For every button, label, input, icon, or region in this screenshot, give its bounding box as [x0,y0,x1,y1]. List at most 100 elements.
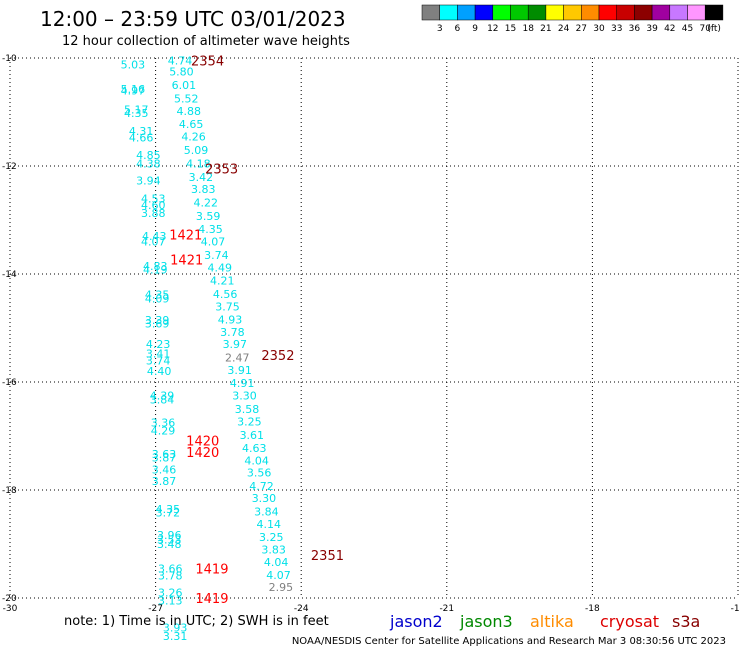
swh-value-label: 3.93 [163,622,188,635]
swh-value-label: 3.36 [151,417,176,430]
swh-value-label: 3.87 [152,475,177,488]
swh-value-label: 3.87 [152,452,177,465]
swh-value-label: 3.84 [254,506,279,519]
legend-swatch [704,4,724,21]
swh-value-label: 3.31 [163,630,188,643]
legend-swatch [492,4,511,21]
swh-value-label: 3.13 [158,595,183,608]
swh-value-label: 4.40 [147,365,172,378]
y-tick-label: -10 [2,54,17,64]
swh-value-label: 3.25 [259,531,284,544]
swh-value-label: 3.42 [189,171,214,184]
pass-number-label: 1421 [170,253,203,268]
swh-value-label: 4.85 [136,149,161,162]
swh-value-label: 3.94 [136,175,161,188]
color-scale-legend: 3 6 9 12 15 18 21 24 27 30 33 36 39 42 45 70(ft) [421,4,724,34]
swh-value-label: 4.18 [186,157,211,170]
swh-value-label: 4.53 [141,192,166,205]
swh-value-label: 4.26 [181,130,206,143]
legend-bin-label: 24 [558,24,570,34]
satellite-jason2: jason2 [389,612,443,631]
swh-value-label: 3.66 [158,562,183,575]
swh-value-label: 4.93 [218,313,243,326]
swh-value-label: 4.63 [242,442,266,455]
legend-bin-label: 70 [699,24,711,34]
swh-value-label: 5.17 [124,103,149,116]
swh-value-label: 4.97 [121,84,146,97]
swh-value-label: 3.63 [152,448,177,461]
satellite-altika: altika [530,612,574,631]
pass-number-label: 2352 [261,349,294,364]
satellite-cryosat: cryosat [600,612,659,631]
swh-value-label: 5.09 [184,144,209,157]
swh-value-label: 3.26 [158,587,183,600]
legend-bin-label: 15 [505,24,516,34]
swh-value-label: 3.39 [145,314,170,327]
legend-swatch [598,4,617,21]
satellite-jason3: jason3 [459,612,513,631]
pass-number-label: 2353 [205,163,238,178]
legend-bin-label: 33 [611,24,622,34]
x-tick-label: -15 [731,604,740,614]
swh-value-label: 4.88 [176,105,201,118]
swh-value-label: 4.19 [143,264,168,277]
swh-value-label: 3.96 [157,529,182,542]
swh-value-label: 4.56 [213,288,238,301]
swh-value-label: 3.78 [158,569,183,582]
swh-value-label: 3.72 [156,507,181,520]
swh-value-label: 4.21 [210,274,235,287]
legend-swatch [634,4,653,21]
legend-swatch [563,4,582,21]
legend-swatch [474,4,494,21]
swh-value-label: 4.35 [124,107,149,120]
y-tick-label: -16 [2,378,17,388]
legend-swatch [581,4,600,21]
legend-bin-label: 45 [682,24,693,34]
pass-number-label: 2351 [311,549,344,564]
swh-value-label: 4.60 [141,199,166,212]
swh-value-label: 4.22 [193,197,218,210]
legend-bin-label: 3 [437,24,443,34]
legend-swatch [421,4,440,21]
swh-value-label: 5.16 [121,83,146,96]
swh-value-label: 4.35 [156,503,181,516]
swh-value-label: 3.91 [227,364,252,377]
swh-value-label: 3.30 [232,390,256,403]
grid-lines [9,57,739,599]
swh-value-label: 3.83 [191,183,216,196]
swh-value-label: 4.35 [145,289,170,302]
swh-value-label: 4.49 [208,262,233,275]
x-tick-label: -24 [294,604,309,614]
pass-number-label: 1420 [186,446,219,461]
pass-number-label: 1420 [186,434,219,449]
swh-value-label: 4.29 [151,425,176,438]
swh-value-label: 3.88 [141,207,166,220]
swh-value-label: 3.30 [252,492,276,505]
legend-swatch [510,4,529,21]
legend-swatch [439,4,458,21]
legend-swatch [687,4,706,21]
legend-bin-label: 39 [646,24,658,34]
swh-value-label: 3.53 [157,534,182,547]
swh-value-label: 4.07 [141,236,166,249]
legend-bin-label: 18 [522,24,534,34]
satellite-s3a: s3a [672,612,700,631]
pass-number-label: 1419 [195,592,228,607]
swh-value-label: 4.38 [136,157,161,170]
swh-value-label: 3.41 [146,347,171,360]
legend-bin-label: 12 [487,24,498,34]
legend-bin-label: 27 [576,24,587,34]
footer-credit: NOAA/NESDIS Center for Satellite Applica… [292,636,726,647]
swh-value-label: 4.04 [244,454,269,467]
swh-value-label: 3.25 [237,415,261,428]
swh-value-label: 4.39 [150,390,175,403]
pass-number-label: 2354 [191,55,224,70]
swh-value-label: 4.83 [143,260,168,273]
legend-bin-label: 42 [664,24,675,34]
swh-value-label: 4.14 [257,518,282,531]
swh-value-label: 4.66 [129,131,154,144]
swh-value-label: 4.09 [145,292,170,305]
swh-value-label: 5.03 [121,58,146,71]
swh-value-label: 4.74 [168,55,193,68]
